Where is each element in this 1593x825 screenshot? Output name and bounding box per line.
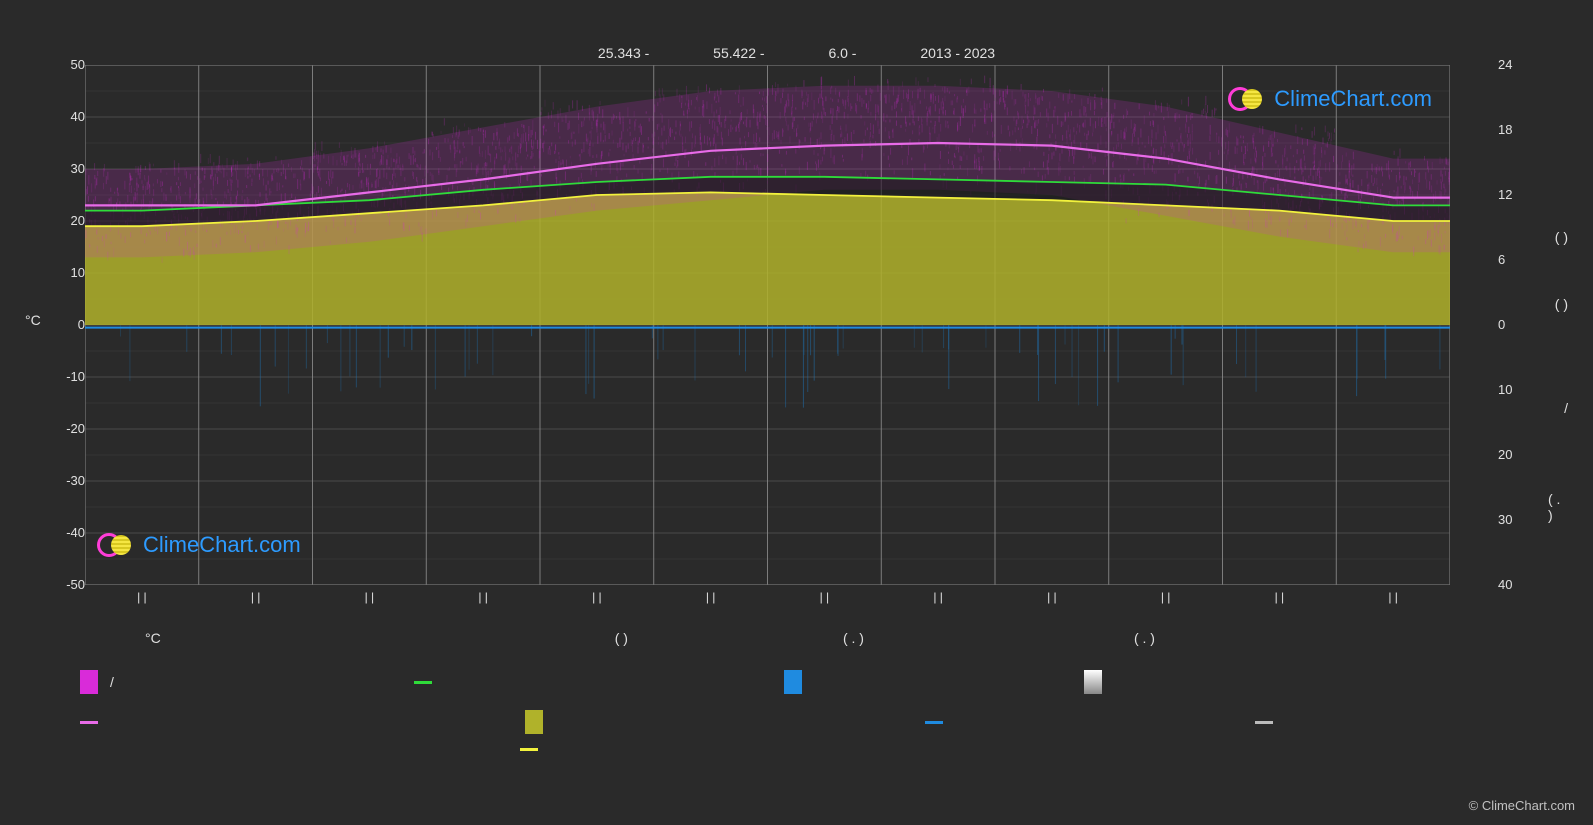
y-left-tick: 20: [45, 213, 85, 228]
y-right-tick: 0: [1498, 317, 1538, 332]
y-left-tick: -30: [45, 473, 85, 488]
y-axis-right-labels: ( ) ( ) / ( . ): [1548, 65, 1568, 585]
legend-swatch: [1084, 670, 1102, 694]
chart-header: 25.343 - 55.422 - 6.0 - 2013 - 2023: [0, 45, 1593, 61]
x-tick: | |: [1275, 590, 1285, 604]
x-tick: | |: [251, 590, 261, 604]
y-axis-right: 2418126010203040: [1498, 65, 1538, 585]
y-right-tick: 18: [1498, 122, 1538, 137]
x-tick: | |: [820, 590, 830, 604]
x-tick: | |: [706, 590, 716, 604]
y-right-tick: 40: [1498, 577, 1538, 592]
legend-swatch: [80, 670, 98, 694]
header-elev: 6.0 -: [828, 45, 856, 61]
legend-label: /: [110, 674, 114, 690]
y-right-tick: 24: [1498, 57, 1538, 72]
x-tick: | |: [478, 590, 488, 604]
y-right-unit: ( . ): [1548, 491, 1568, 523]
header-lon: 55.422 -: [713, 45, 764, 61]
legend-row-3: [0, 710, 1593, 734]
legend-swatch: [80, 721, 98, 724]
y-left-tick: 10: [45, 265, 85, 280]
watermark-text-bottom: ClimeChart.com: [143, 532, 301, 558]
legend-swatch: [414, 681, 432, 684]
y-axis-left: 50403020100-10-20-30-40-50: [45, 65, 85, 585]
x-axis: | | | | | | | | | | | | | | | | | | | | | | | |: [85, 590, 1450, 610]
legend-row-4: [0, 748, 1593, 751]
y-left-tick: 40: [45, 109, 85, 124]
y-right-tick: 10: [1498, 382, 1538, 397]
legend-item: [520, 748, 550, 751]
climechart-logo-icon: [1228, 85, 1266, 113]
y-left-tick: 30: [45, 161, 85, 176]
legend-swatch: [520, 748, 538, 751]
legend-header-2: ( ): [615, 630, 628, 646]
chart-plot-area: ClimeChart.com ClimeChart.com: [85, 65, 1450, 585]
climechart-logo-icon: [97, 531, 135, 559]
legend-item: [925, 710, 955, 734]
legend-item: [1084, 670, 1114, 694]
y-right-tick: 12: [1498, 187, 1538, 202]
y-left-tick: -20: [45, 421, 85, 436]
legend-header-4: ( . ): [1134, 630, 1155, 646]
y-left-tick: 0: [45, 317, 85, 332]
watermark-text-top: ClimeChart.com: [1274, 86, 1432, 112]
y-right-tick: 20: [1498, 447, 1538, 462]
legend-item: [1255, 710, 1285, 734]
legend-header-row: °C ( ) ( . ) ( . ): [0, 630, 1593, 646]
legend-swatch: [1255, 721, 1273, 724]
header-years: 2013 - 2023: [920, 45, 995, 61]
legend-row-2: /: [0, 670, 1593, 694]
legend-item: /: [80, 670, 114, 694]
y-left-tick: -10: [45, 369, 85, 384]
y-right-unit: ( ): [1555, 296, 1568, 312]
x-tick: | |: [933, 590, 943, 604]
chart-svg: [85, 65, 1450, 585]
y-right-unit: /: [1564, 400, 1568, 416]
x-tick: | |: [1388, 590, 1398, 604]
legend-header-3: ( . ): [843, 630, 864, 646]
x-tick: | |: [365, 590, 375, 604]
y-axis-left-label: °C: [25, 312, 41, 328]
x-tick: | |: [592, 590, 602, 604]
y-right-tick: 30: [1498, 512, 1538, 527]
copyright-text: © ClimeChart.com: [1469, 798, 1575, 813]
x-tick: | |: [137, 590, 147, 604]
header-lat: 25.343 -: [598, 45, 649, 61]
y-right-unit: ( ): [1555, 229, 1568, 245]
x-tick: | |: [1047, 590, 1057, 604]
y-left-tick: 50: [45, 57, 85, 72]
legend-item: [80, 710, 110, 734]
watermark-bottom: ClimeChart.com: [97, 531, 301, 559]
legend-item: [784, 670, 814, 694]
y-left-tick: -40: [45, 525, 85, 540]
y-left-tick: -50: [45, 577, 85, 592]
watermark-top: ClimeChart.com: [1228, 85, 1432, 113]
legend-swatch: [525, 710, 543, 734]
legend-swatch: [784, 670, 802, 694]
legend-swatch: [925, 721, 943, 724]
x-tick: | |: [1161, 590, 1171, 604]
legend-item: [414, 670, 444, 694]
legend-item: [525, 710, 555, 734]
y-right-tick: 6: [1498, 252, 1538, 267]
legend-header-1: °C: [145, 630, 161, 646]
